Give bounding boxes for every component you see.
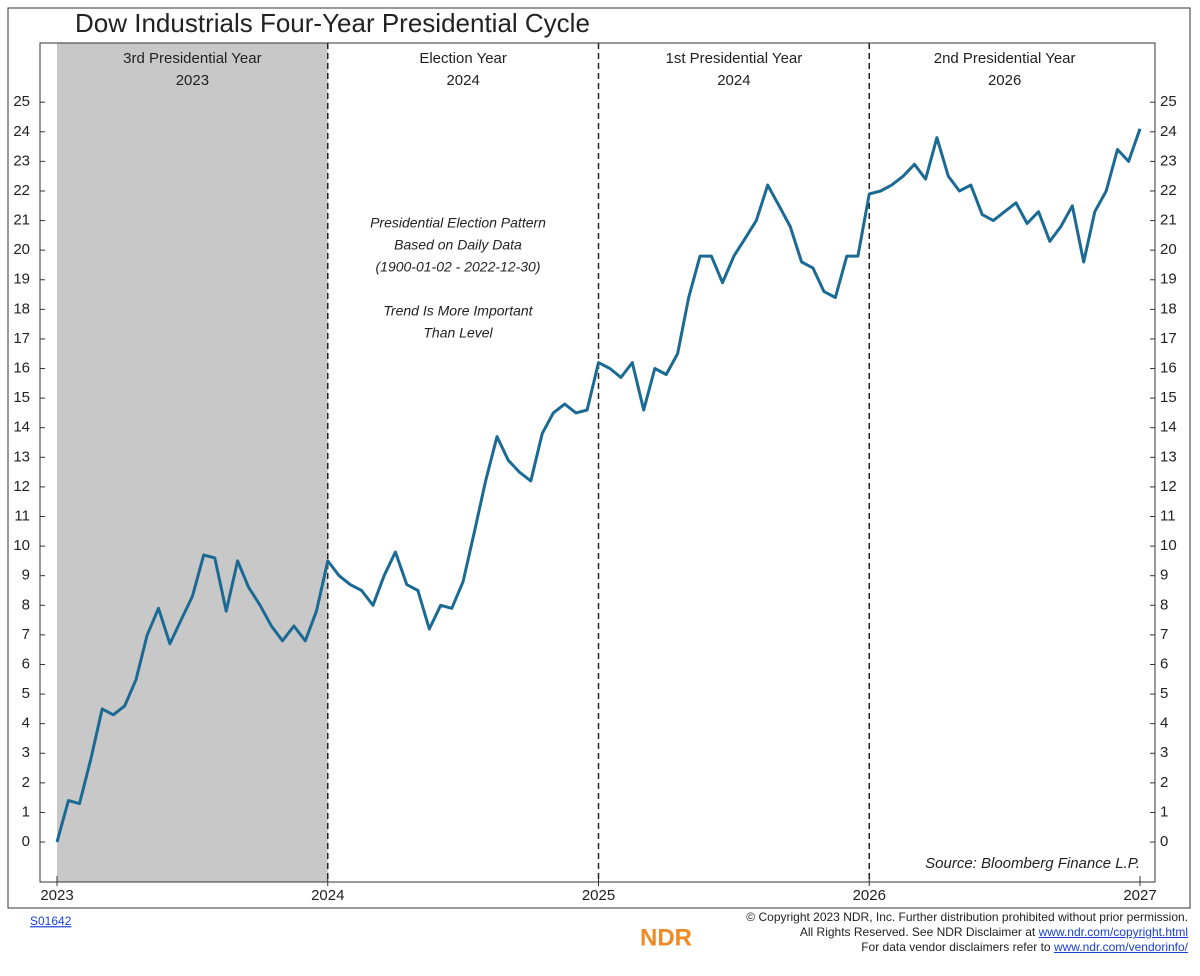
y-tick-label-right: 6 (1160, 655, 1168, 672)
phase-title: 1st Presidential Year (665, 50, 802, 67)
copyright-line: © Copyright 2023 NDR, Inc. Further distr… (746, 910, 1188, 925)
y-tick-label: 3 (22, 744, 30, 761)
x-tick-label: 2025 (582, 887, 615, 904)
x-tick-label: 2023 (40, 887, 73, 904)
y-tick-label: 7 (22, 626, 30, 643)
data-line (55, 128, 1142, 843)
y-tick-label: 5 (22, 685, 30, 702)
phase-year: 2024 (446, 72, 479, 89)
y-tick-label: 0 (22, 833, 30, 850)
link[interactable]: www.ndr.com/vendorinfo/ (1053, 940, 1188, 954)
logo: NDR (640, 924, 692, 951)
phase-title: 3rd Presidential Year (123, 50, 261, 67)
y-tick-label-right: 1 (1160, 803, 1168, 820)
copyright: © Copyright 2023 NDR, Inc. Further distr… (746, 910, 1188, 955)
y-tick-label: 12 (13, 478, 30, 495)
annotation: Trend Is More Important (383, 303, 533, 319)
annotation: (1900-01-02 - 2022-12-30) (376, 259, 541, 275)
y-tick-label-right: 25 (1160, 93, 1177, 110)
y-tick-label-right: 18 (1160, 300, 1177, 317)
y-tick-label-right: 17 (1160, 330, 1177, 347)
y-tick-label-right: 24 (1160, 123, 1177, 140)
y-tick-label-right: 10 (1160, 537, 1177, 554)
y-tick-label: 1 (22, 803, 30, 820)
x-tick-label: 2026 (853, 887, 886, 904)
copyright-text: For data vendor disclaimers refer to (861, 940, 1054, 954)
y-tick-label: 23 (13, 152, 30, 169)
y-tick-label-right: 4 (1160, 715, 1168, 732)
phase-title: 2nd Presidential Year (934, 50, 1076, 67)
annotation: Based on Daily Data (394, 237, 522, 253)
y-tick-label-right: 22 (1160, 182, 1177, 199)
y-tick-label: 16 (13, 360, 30, 377)
y-tick-label: 11 (14, 507, 30, 524)
source: Source: Bloomberg Finance L.P. (925, 855, 1140, 872)
y-tick-label: 10 (13, 537, 30, 554)
y-tick-label-right: 11 (1160, 507, 1176, 524)
y-tick-label-right: 14 (1160, 419, 1177, 436)
outer-frame (7, 7, 1191, 909)
chart-title: Dow Industrials Four-Year Presidential C… (75, 8, 590, 38)
y-tick-label-right: 16 (1160, 360, 1177, 377)
y-tick-label: 8 (22, 596, 30, 613)
y-tick-label: 19 (13, 271, 30, 288)
y-tick-label: 18 (13, 300, 30, 317)
y-tick-label: 2 (22, 774, 30, 791)
chart-code[interactable]: S01642 (30, 914, 72, 928)
y-tick-label-right: 9 (1160, 567, 1168, 584)
y-tick-label: 6 (22, 655, 30, 672)
y-tick-label-right: 23 (1160, 152, 1177, 169)
phase-year: 2026 (988, 72, 1021, 89)
y-tick-label-right: 2 (1160, 774, 1168, 791)
annotation: Than Level (423, 325, 493, 341)
y-tick-label: 22 (13, 182, 30, 199)
copyright-line: All Rights Reserved. See NDR Disclaimer … (746, 925, 1188, 940)
y-tick-label: 15 (13, 389, 30, 406)
y-tick-label-right: 15 (1160, 389, 1177, 406)
x-tick-label: 2027 (1123, 887, 1156, 904)
phase-title: Election Year (419, 50, 507, 67)
y-tick-label: 17 (13, 330, 30, 347)
y-tick-label: 25 (13, 93, 30, 110)
link[interactable]: www.ndr.com/copyright.html (1038, 925, 1188, 939)
y-tick-label: 9 (22, 567, 30, 584)
y-tick-label-right: 21 (1160, 212, 1177, 229)
y-tick-label: 24 (13, 123, 30, 140)
y-tick-label: 21 (13, 212, 30, 229)
y-tick-label: 13 (13, 448, 30, 465)
y-tick-label: 14 (13, 419, 30, 436)
y-tick-label: 4 (22, 715, 30, 732)
y-tick-label-right: 3 (1160, 744, 1168, 761)
phase-year: 2023 (176, 72, 209, 89)
copyright-text: All Rights Reserved. See NDR Disclaimer … (799, 925, 1039, 939)
y-tick-label-right: 8 (1160, 596, 1168, 613)
copyright-line: For data vendor disclaimers refer to www… (746, 940, 1188, 955)
x-tick-label: 2024 (311, 887, 344, 904)
y-tick-label-right: 13 (1160, 448, 1177, 465)
copyright-text: © Copyright 2023 NDR, Inc. Further distr… (746, 910, 1188, 924)
annotation: Presidential Election Pattern (370, 215, 546, 231)
phase-year: 2024 (717, 72, 750, 89)
plot-frame (39, 42, 1156, 883)
y-tick-label-right: 12 (1160, 478, 1177, 495)
y-tick-label-right: 0 (1160, 833, 1168, 850)
y-tick-label-right: 5 (1160, 685, 1168, 702)
y-tick-label-right: 19 (1160, 271, 1177, 288)
shaded-period (57, 43, 328, 882)
y-tick-label-right: 7 (1160, 626, 1168, 643)
y-tick-label: 20 (13, 241, 30, 258)
y-tick-label-right: 20 (1160, 241, 1177, 258)
